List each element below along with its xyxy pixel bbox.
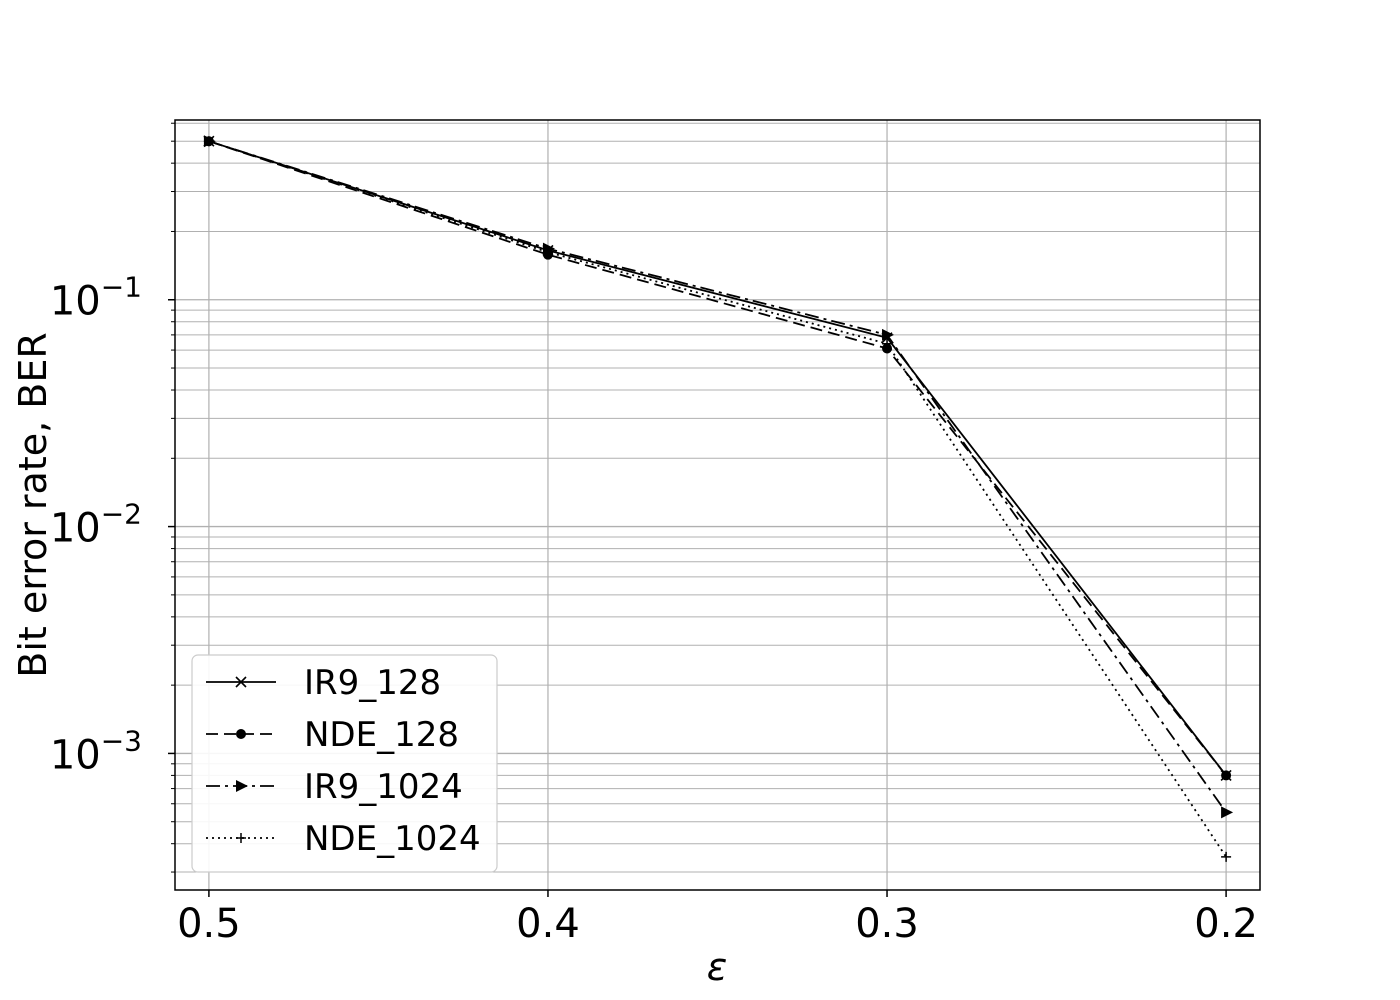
legend: IR9_128 NDE_128 IR9_1024 NDE_1024 bbox=[191, 654, 498, 873]
y-axis-label: Bit error rate, BER bbox=[11, 332, 55, 678]
data-point-ir9-1024 bbox=[882, 328, 895, 341]
legend-label: IR9_1024 bbox=[304, 767, 463, 807]
legend-entry-nde-1024: NDE_1024 bbox=[206, 819, 481, 859]
legend-box bbox=[191, 654, 498, 873]
legend-label: IR9_128 bbox=[304, 663, 441, 703]
x-axis-label: ε bbox=[707, 945, 728, 989]
x-tick-label: 0.3 bbox=[855, 901, 919, 947]
axis-ticks: 0.5 0.4 0.3 0.2 10−1 10−2 10−3 bbox=[50, 122, 1258, 947]
legend-marker bbox=[236, 833, 246, 843]
legend-entry-ir9-128: IR9_128 bbox=[206, 663, 441, 703]
legend-label: NDE_1024 bbox=[304, 819, 481, 859]
legend-label: NDE_128 bbox=[304, 715, 459, 755]
y-tick-label: 10−3 bbox=[50, 724, 142, 778]
y-tick-label: 10−1 bbox=[50, 271, 142, 325]
data-point-nde-1024 bbox=[1221, 851, 1232, 862]
data-point-nde-1024 bbox=[882, 338, 893, 349]
x-tick-label: 0.5 bbox=[177, 901, 241, 947]
series-line-nde-128 bbox=[208, 140, 1227, 776]
series-nde-1024 bbox=[203, 136, 1232, 862]
legend-entry-nde-128: NDE_128 bbox=[206, 715, 459, 755]
y-tick-label: 10−2 bbox=[50, 498, 142, 552]
series-line-ir9-128 bbox=[208, 140, 1227, 776]
legend-marker bbox=[235, 676, 247, 688]
series-line-nde-1024 bbox=[208, 140, 1227, 858]
legend-marker bbox=[236, 729, 246, 739]
legend-entry-ir9-1024: IR9_1024 bbox=[206, 767, 463, 807]
data-point-nde-128 bbox=[1221, 770, 1232, 781]
x-tick-label: 0.4 bbox=[516, 901, 580, 947]
x-tick-label: 0.2 bbox=[1194, 901, 1258, 947]
plot-frame bbox=[174, 119, 1261, 891]
data-point-ir9-1024 bbox=[1221, 806, 1234, 819]
legend-marker bbox=[236, 780, 248, 792]
data-point-nde-1024 bbox=[203, 136, 214, 147]
series-lines bbox=[203, 135, 1234, 862]
data-point-nde-1024 bbox=[542, 247, 553, 258]
